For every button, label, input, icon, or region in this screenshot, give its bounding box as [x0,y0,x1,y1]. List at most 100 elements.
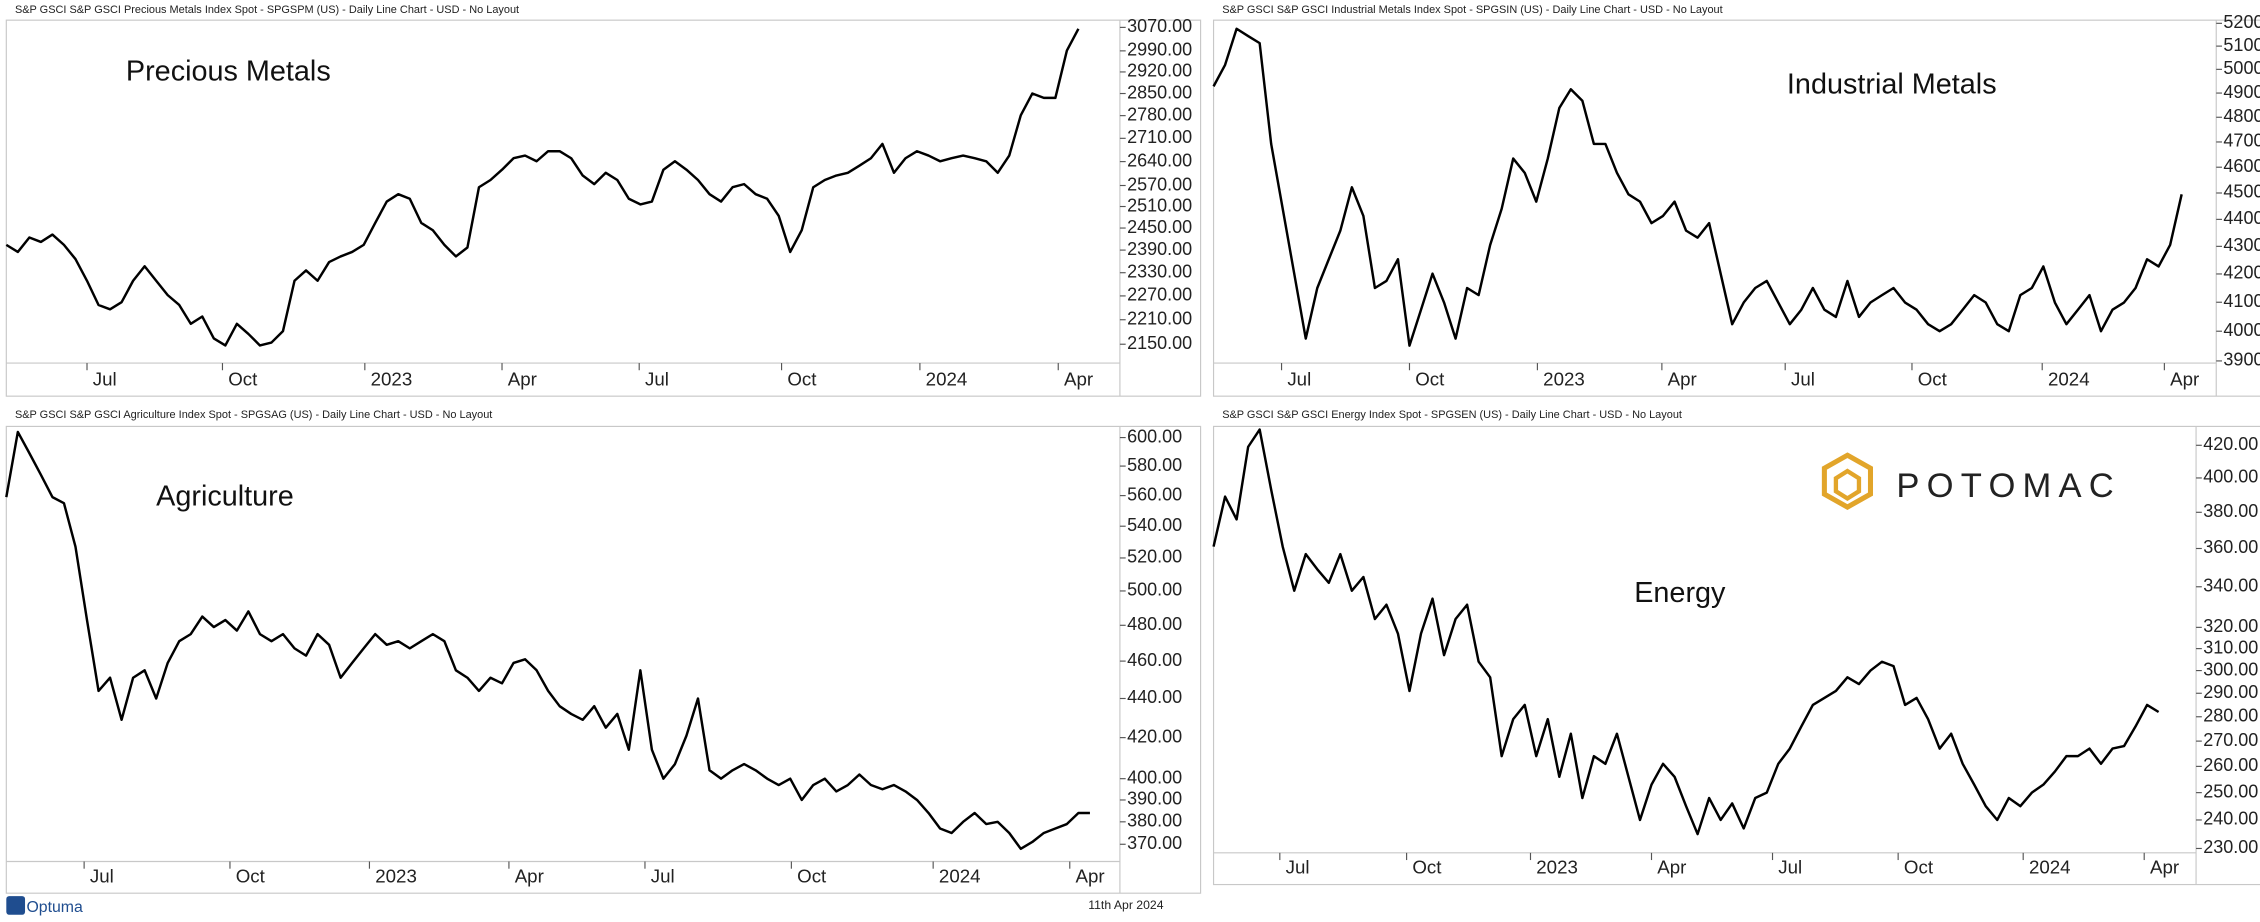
y-tick-label: 270.00 [2203,730,2258,750]
brand: Optuma [26,899,82,916]
y-tick-label: 380.00 [1127,811,1182,831]
y-tick-label: 240.00 [2203,809,2258,829]
y-tick-label: 250.00 [2203,781,2258,801]
y-tick-label: 2780.00 [1127,104,1192,124]
y-tick-label: 400.00 [1127,767,1182,787]
x-tick-label: Jul [1286,857,1310,878]
y-tick-label: 2330.00 [1127,261,1192,281]
price-line [5,430,1090,851]
y-tick-label: 4600.00 [2223,156,2260,176]
y-tick-label: 320.00 [2203,616,2258,636]
x-tick-label: Apr [508,368,537,389]
y-tick-label: 2510.00 [1127,195,1192,215]
x-tick-label: Apr [1076,865,1105,886]
x-tick-label: Apr [1668,368,1697,389]
y-tick-label: 290.00 [2203,682,2258,702]
y-tick-label: 2270.00 [1127,285,1192,305]
x-tick-label: Jul [1287,368,1311,389]
y-tick-label: 440.00 [1127,687,1182,707]
x-tick-label: Apr [1064,368,1093,389]
y-tick-label: 600.00 [1127,426,1182,446]
y-tick-label: 2850.00 [1127,82,1192,102]
y-tick-label: 340.00 [2203,576,2258,596]
y-tick-label: 4400.00 [2223,208,2260,228]
price-line [1212,428,2160,836]
x-tick-label: Apr [1657,857,1686,878]
y-tick-label: 580.00 [1127,455,1182,475]
y-tick-label: 420.00 [2203,434,2258,454]
y-tick-label: 310.00 [2203,637,2258,657]
y-tick-label: 2390.00 [1127,239,1192,259]
panel-frame [1212,19,2260,397]
y-tick-label: 400.00 [2203,467,2258,487]
chart-panel: S&P GSCI S&P GSCI Energy Index Spot - SP… [1212,409,2260,886]
y-tick-label: 480.00 [1127,614,1182,634]
x-tick-label: Oct [1412,857,1442,878]
potomac-logo: POTOMAC [1821,452,2121,510]
y-tick-label: 2710.00 [1127,127,1192,147]
y-tick-label: 460.00 [1127,650,1182,670]
y-tick-label: 520.00 [1127,547,1182,567]
y-tick-label: 4500.00 [2223,182,2260,202]
y-tick-label: 380.00 [2203,501,2258,521]
y-tick-label: 5100.00 [2223,35,2260,55]
x-tick-label: 2024 [2029,857,2071,878]
logo-icon [1821,452,1874,510]
chart-panel: S&P GSCI S&P GSCI Industrial Metals Inde… [1212,4,2260,397]
chart-panel: S&P GSCI S&P GSCI Agriculture Index Spot… [5,409,1202,894]
chart-header: S&P GSCI S&P GSCI Precious Metals Index … [15,4,519,16]
y-tick-label: 4000.00 [2223,320,2260,340]
x-tick-label: Jul [1791,368,1815,389]
y-tick-label: 260.00 [2203,755,2258,775]
y-tick-label: 4200.00 [2223,263,2260,283]
chart-header: S&P GSCI S&P GSCI Energy Index Spot - SP… [1222,409,1682,421]
y-tick-label: 4700.00 [2223,131,2260,151]
y-tick-label: 2570.00 [1127,174,1192,194]
x-tick-label: 2023 [1543,368,1585,389]
chart-panel: S&P GSCI S&P GSCI Precious Metals Index … [5,4,1202,397]
y-tick-label: 4100.00 [2223,291,2260,311]
y-tick-label: 5000.00 [2223,58,2260,78]
y-tick-label: 390.00 [1127,789,1182,809]
logo-icon-inner [1833,468,1862,502]
y-tick-label: 540.00 [1127,515,1182,535]
logo-text: POTOMAC [1896,467,2121,505]
x-tick-label: Oct [797,865,827,886]
y-tick-label: 2210.00 [1127,308,1192,328]
y-tick-label: 2450.00 [1127,217,1192,237]
x-tick-label: Oct [1415,368,1445,389]
chart-title: Precious Metals [126,56,331,88]
x-tick-label: Jul [90,865,114,886]
price-line [1212,27,2183,347]
y-tick-label: 300.00 [2203,659,2258,679]
y-tick-label: 230.00 [2203,837,2258,857]
x-tick-label: Apr [2150,857,2179,878]
x-tick-label: Oct [1904,857,1934,878]
x-tick-label: 2023 [371,368,413,389]
chart-title: Agriculture [156,481,294,513]
x-tick-label: Apr [515,865,544,886]
y-tick-label: 4300.00 [2223,235,2260,255]
x-tick-label: Jul [645,368,669,389]
x-tick-label: 2023 [375,865,417,886]
x-tick-label: 2023 [1536,857,1578,878]
panel-frame [5,19,1202,397]
x-tick-label: Jul [651,865,675,886]
y-tick-label: 4800.00 [2223,106,2260,126]
footer-date: 11th Apr 2024 [1088,898,1163,912]
x-tick-label: Oct [228,368,258,389]
x-tick-label: 2024 [939,865,981,886]
chart-title: Energy [1634,577,1726,609]
x-tick-label: Oct [236,865,266,886]
x-tick-label: Apr [2170,368,2199,389]
y-tick-label: 2150.00 [1127,333,1192,353]
y-tick-label: 560.00 [1127,484,1182,504]
x-tick-label: Oct [787,368,817,389]
price-line [5,28,1080,347]
y-tick-label: 4900.00 [2223,82,2260,102]
x-tick-label: Oct [1918,368,1948,389]
x-tick-label: Jul [1778,857,1802,878]
y-tick-label: 500.00 [1127,580,1182,600]
y-tick-label: 2920.00 [1127,61,1192,81]
